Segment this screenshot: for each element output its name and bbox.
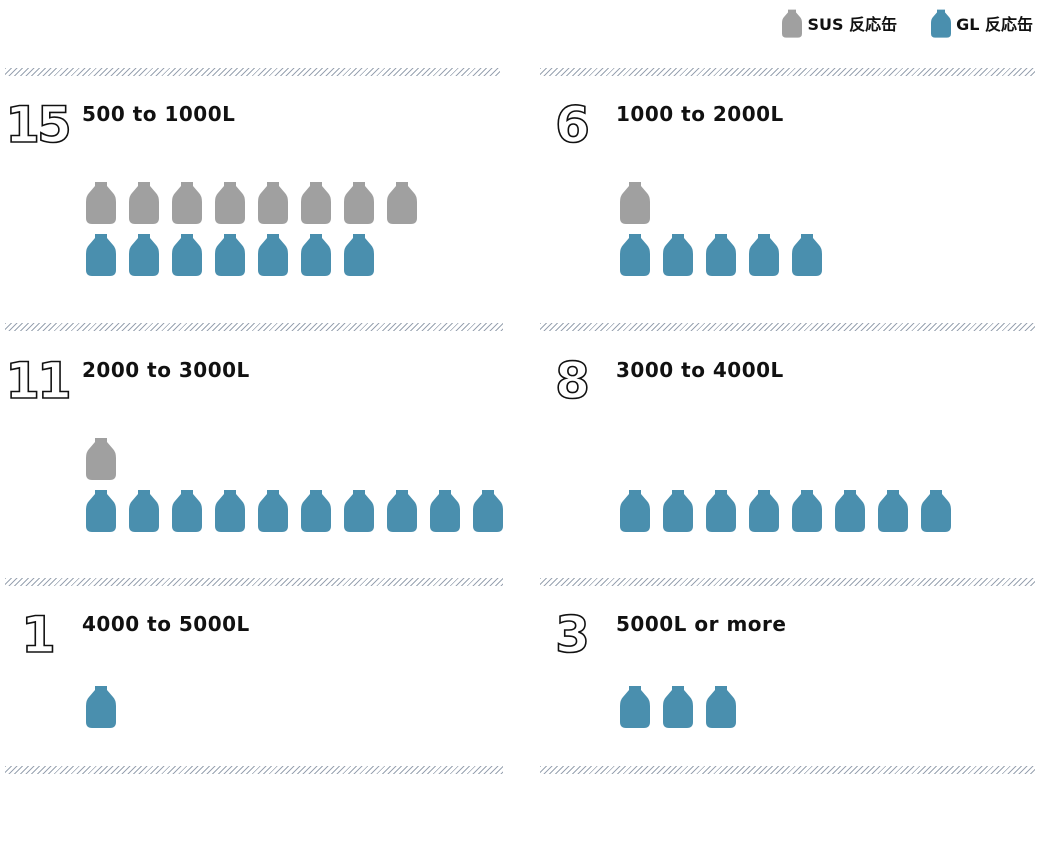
gl-tank-icon bbox=[620, 490, 650, 532]
gl-tank-icon bbox=[301, 490, 331, 532]
gl-tank-icon bbox=[473, 490, 503, 532]
legend: SUS 反応缶 GL 反応缶 bbox=[782, 8, 1033, 38]
gl-tank-icon bbox=[706, 490, 736, 532]
category-panel: 6 1000 to 2000L bbox=[536, 96, 1036, 335]
gl-tank-icon bbox=[86, 234, 116, 276]
sus-tank-icon bbox=[387, 182, 417, 224]
legend-item-gl: GL 反応缶 bbox=[931, 8, 1033, 38]
gl-tank-row bbox=[86, 488, 503, 532]
gl-tank-row bbox=[620, 488, 951, 532]
sus-tank-icon bbox=[258, 182, 288, 224]
gl-tank-row bbox=[620, 684, 736, 728]
category-range: 2000 to 3000L bbox=[82, 358, 250, 382]
gl-tank-icon bbox=[620, 234, 650, 276]
gl-tank-icon bbox=[129, 490, 159, 532]
gl-tank-icon bbox=[620, 686, 650, 728]
category-panel: 1 4000 to 5000L bbox=[2, 606, 502, 845]
divider bbox=[540, 323, 1035, 331]
category-count: 11 bbox=[4, 352, 72, 410]
sus-tank-icon bbox=[215, 182, 245, 224]
gl-tank-icon bbox=[387, 490, 417, 532]
gl-tank-icon bbox=[663, 490, 693, 532]
sus-tank-icon bbox=[172, 182, 202, 224]
gl-tank-icon bbox=[301, 234, 331, 276]
divider bbox=[5, 578, 503, 586]
gl-tank-icon bbox=[663, 686, 693, 728]
gl-tank-icon bbox=[878, 490, 908, 532]
sus-tank-row bbox=[620, 180, 650, 224]
category-panel: 3 5000L or more bbox=[536, 606, 1036, 845]
divider bbox=[5, 323, 503, 331]
gl-tank-icon bbox=[706, 234, 736, 276]
category-count: 6 bbox=[554, 96, 590, 154]
sus-tank-icon bbox=[129, 182, 159, 224]
gl-tank-icon bbox=[749, 490, 779, 532]
gl-tank-icon bbox=[706, 686, 736, 728]
divider bbox=[5, 68, 500, 76]
category-count: 1 bbox=[20, 606, 56, 664]
category-count: 8 bbox=[554, 352, 590, 410]
gl-tank-icon bbox=[792, 234, 822, 276]
divider bbox=[540, 578, 1035, 586]
gl-tank-icon bbox=[86, 686, 116, 728]
gl-tank-icon bbox=[344, 234, 374, 276]
sus-tank-icon bbox=[301, 182, 331, 224]
gl-tank-icon bbox=[172, 490, 202, 532]
category-range: 3000 to 4000L bbox=[616, 358, 784, 382]
gl-tank-icon bbox=[86, 490, 116, 532]
gl-tank-icon bbox=[344, 490, 374, 532]
gl-tank-icon bbox=[835, 490, 865, 532]
sus-tank-icon bbox=[86, 438, 116, 480]
divider bbox=[540, 766, 1035, 774]
gl-tank-row bbox=[620, 232, 822, 276]
gl-tank-icon bbox=[430, 490, 460, 532]
category-range: 500 to 1000L bbox=[82, 102, 236, 126]
gl-tank-row bbox=[86, 232, 374, 276]
category-range: 1000 to 2000L bbox=[616, 102, 784, 126]
gl-tank-icon bbox=[215, 490, 245, 532]
category-range: 5000L or more bbox=[616, 612, 787, 636]
sus-tank-icon bbox=[344, 182, 374, 224]
gl-tank-icon bbox=[792, 490, 822, 532]
gl-tank-icon bbox=[258, 234, 288, 276]
divider bbox=[540, 68, 1035, 76]
tank-icon bbox=[782, 9, 803, 38]
legend-label-gl: GL 反応缶 bbox=[956, 15, 1033, 34]
category-panel: 11 2000 to 3000L bbox=[2, 352, 503, 591]
gl-tank-icon bbox=[258, 490, 288, 532]
sus-tank-row bbox=[86, 180, 417, 224]
gl-tank-row bbox=[86, 684, 116, 728]
category-range: 4000 to 5000L bbox=[82, 612, 250, 636]
sus-tank-icon bbox=[620, 182, 650, 224]
gl-tank-icon bbox=[215, 234, 245, 276]
category-count: 3 bbox=[554, 606, 590, 664]
gl-tank-icon bbox=[129, 234, 159, 276]
gl-tank-icon bbox=[663, 234, 693, 276]
legend-item-sus: SUS 反応缶 bbox=[782, 8, 897, 38]
category-panel: 8 3000 to 4000L bbox=[536, 352, 1036, 591]
gl-tank-icon bbox=[172, 234, 202, 276]
category-count: 15 bbox=[4, 96, 72, 154]
divider bbox=[5, 766, 503, 774]
tank-icon bbox=[931, 9, 952, 38]
sus-tank-row bbox=[86, 436, 116, 480]
legend-label-sus: SUS 反応缶 bbox=[807, 15, 898, 34]
gl-tank-icon bbox=[921, 490, 951, 532]
gl-tank-icon bbox=[749, 234, 779, 276]
category-panel: 15 500 to 1000L bbox=[2, 96, 502, 335]
sus-tank-icon bbox=[86, 182, 116, 224]
